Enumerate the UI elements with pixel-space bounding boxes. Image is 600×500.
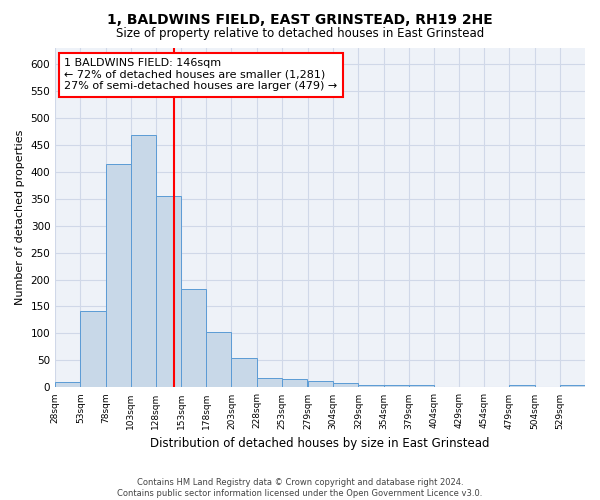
Bar <box>257 378 282 388</box>
Bar <box>80 311 106 388</box>
Bar <box>282 380 307 388</box>
Bar <box>206 332 232 388</box>
Text: 1, BALDWINS FIELD, EAST GRINSTEAD, RH19 2HE: 1, BALDWINS FIELD, EAST GRINSTEAD, RH19 … <box>107 12 493 26</box>
Text: Size of property relative to detached houses in East Grinstead: Size of property relative to detached ho… <box>116 28 484 40</box>
Bar <box>55 382 80 388</box>
Bar <box>232 358 257 388</box>
Bar <box>358 384 383 388</box>
Y-axis label: Number of detached properties: Number of detached properties <box>15 130 25 305</box>
Bar <box>560 384 585 388</box>
Bar <box>106 164 131 388</box>
Bar <box>131 136 156 388</box>
Text: Contains HM Land Registry data © Crown copyright and database right 2024.
Contai: Contains HM Land Registry data © Crown c… <box>118 478 482 498</box>
Bar <box>181 288 206 388</box>
Bar <box>333 382 358 388</box>
Text: 1 BALDWINS FIELD: 146sqm
← 72% of detached houses are smaller (1,281)
27% of sem: 1 BALDWINS FIELD: 146sqm ← 72% of detach… <box>64 58 337 92</box>
Bar <box>156 196 181 388</box>
Bar <box>509 384 535 388</box>
Bar <box>308 381 333 388</box>
Bar <box>409 384 434 388</box>
Bar <box>383 384 409 388</box>
X-axis label: Distribution of detached houses by size in East Grinstead: Distribution of detached houses by size … <box>151 437 490 450</box>
